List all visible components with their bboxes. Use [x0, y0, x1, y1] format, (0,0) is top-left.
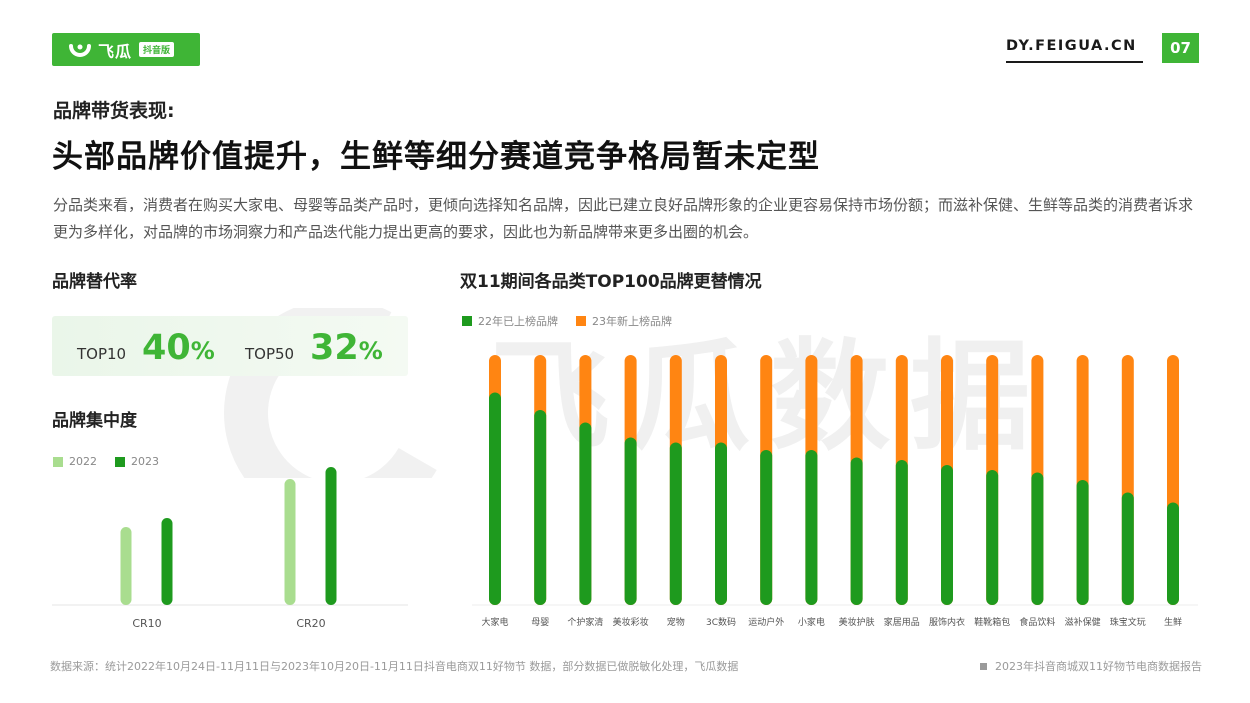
top10-number: 40 — [142, 328, 191, 368]
replacement-legend: 22年已上榜品牌 23年新上榜品牌 — [462, 313, 690, 329]
category-label-12: 食品饮料 — [1019, 616, 1055, 628]
bar-old-14 — [1121, 492, 1134, 605]
bar-old-13 — [1076, 480, 1089, 605]
footer-report-title: 2023年抖音商城双11好物节电商数据报告 — [995, 660, 1202, 673]
category-label-13: 滋补保健 — [1065, 616, 1101, 628]
top10-value: 40% — [142, 328, 215, 368]
concentration-legend: 2022 2023 — [53, 455, 177, 468]
bar-cr20-2022 — [284, 479, 296, 605]
logo-mark-icon — [69, 43, 91, 57]
legend-swatch-new-brands — [576, 316, 586, 326]
category-label-0: 大家电 — [481, 616, 508, 628]
replacement-rate-card — [52, 316, 408, 376]
top10-label: TOP10 — [77, 345, 127, 363]
page-number: 07 — [1162, 33, 1199, 63]
category-label-9: 家居用品 — [884, 616, 920, 628]
footer-report: 2023年抖音商城双11好物节电商数据报告 — [980, 658, 1202, 674]
bar-old-12 — [1031, 472, 1044, 605]
legend-label-2022: 2022 — [69, 455, 97, 468]
category-label-14: 珠宝文玩 — [1110, 616, 1146, 628]
bar-old-6 — [760, 450, 773, 605]
bar-cr10-2022 — [120, 527, 132, 605]
bar-old-11 — [986, 470, 999, 605]
bar-old-9 — [895, 460, 908, 605]
brand-logo: 飞瓜 抖音版 — [52, 33, 200, 66]
tick-label-cr10: CR10 — [132, 617, 161, 630]
top50-number: 32 — [310, 328, 359, 368]
top50-value: 32% — [310, 328, 383, 368]
tick-label-cr20: CR20 — [296, 617, 325, 630]
site-url[interactable]: DY.FEIGUA.CN — [1006, 38, 1137, 54]
section-kicker: 品牌带货表现: — [53, 100, 175, 122]
legend-label-2023: 2023 — [131, 455, 159, 468]
bar-old-8 — [850, 457, 863, 605]
bar-old-2 — [579, 422, 592, 605]
intro-paragraph: 分品类来看，消费者在购买大家电、母婴等品类产品时，更倾向选择知名品牌，因此已建立… — [53, 196, 1194, 241]
replacement-rate-title: 品牌替代率 — [52, 272, 137, 292]
bar-old-0 — [489, 392, 501, 605]
category-label-15: 生鲜 — [1164, 616, 1182, 628]
bar-cr20-2023 — [325, 467, 337, 605]
replacement-chart-title: 双11期间各品类TOP100品牌更替情况 — [460, 272, 762, 292]
legend-item-2022: 2022 — [53, 455, 97, 468]
bar-old-4 — [669, 442, 682, 605]
category-label-7: 小家电 — [798, 616, 825, 628]
top50-unit: % — [358, 337, 383, 365]
bar-cr10-2023 — [161, 518, 173, 605]
legend-item-new-brands: 23年新上榜品牌 — [576, 313, 672, 329]
bar-old-15 — [1167, 502, 1179, 605]
bar-old-5 — [715, 442, 727, 605]
top50-label: TOP50 — [245, 345, 295, 363]
category-label-2: 个护家清 — [567, 616, 603, 628]
page-title: 头部品牌价值提升，生鲜等细分赛道竞争格局暂未定型 — [52, 139, 820, 175]
category-label-4: 宠物 — [667, 616, 685, 628]
bar-old-10 — [941, 465, 953, 605]
site-underline — [1006, 61, 1143, 63]
bar-old-7 — [805, 450, 818, 605]
legend-label-old-brands: 22年已上榜品牌 — [478, 315, 558, 328]
category-label-10: 服饰内衣 — [929, 616, 965, 628]
top10-unit: % — [190, 337, 215, 365]
bar-old-1 — [534, 410, 547, 605]
category-label-11: 鞋靴箱包 — [974, 616, 1010, 628]
footer-square-icon — [980, 662, 987, 670]
concentration-title: 品牌集中度 — [52, 411, 137, 431]
logo-tag: 抖音版 — [139, 42, 175, 57]
footer-source: 数据来源：统计2022年10月24日-11月11日与2023年10月20日-11… — [50, 660, 739, 673]
bar-old-3 — [624, 437, 637, 605]
legend-swatch-old-brands — [462, 316, 472, 326]
legend-label-new-brands: 23年新上榜品牌 — [592, 315, 672, 328]
category-label-8: 美妆护肤 — [839, 616, 875, 628]
logo-text: 飞瓜 — [98, 41, 133, 61]
category-label-6: 运动户外 — [748, 616, 784, 628]
category-label-3: 美妆彩妆 — [613, 616, 649, 628]
legend-item-2023: 2023 — [115, 455, 159, 468]
legend-swatch-2023 — [115, 456, 125, 467]
category-label-1: 母婴 — [531, 617, 549, 628]
legend-swatch-2022 — [53, 456, 63, 467]
category-label-5: 3C数码 — [706, 616, 736, 628]
legend-item-old-brands: 22年已上榜品牌 — [462, 313, 558, 329]
